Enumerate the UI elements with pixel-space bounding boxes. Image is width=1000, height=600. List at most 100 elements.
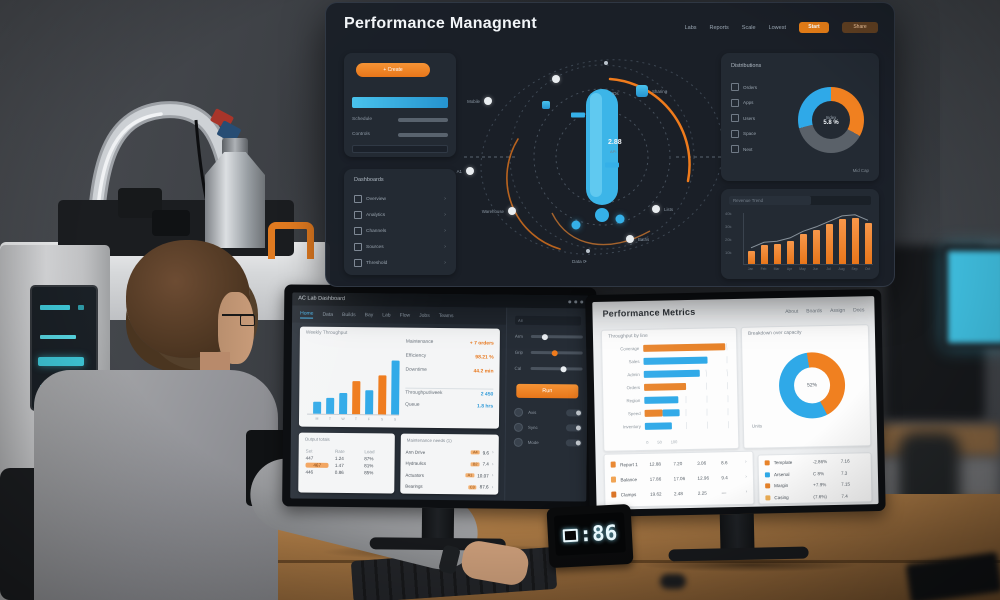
overlay-nav-item-3[interactable]: Lowest xyxy=(768,24,786,31)
share-button[interactable]: Share xyxy=(842,22,878,33)
row-value: 9.4 xyxy=(721,474,728,480)
right-nav-item-1[interactable]: Boards xyxy=(806,308,823,315)
list-row-badge: A1 xyxy=(465,473,475,478)
chevron-right-icon: › xyxy=(444,212,446,218)
filter-input[interactable] xyxy=(352,145,448,153)
left-chart-xlabel: W xyxy=(341,416,345,422)
trend-header-strip[interactable]: Revenue Trend xyxy=(729,196,871,205)
bottom-table-right-row-1: Arsenal C 8% 7.3 xyxy=(764,470,865,477)
left-tab-0[interactable]: Home xyxy=(300,310,314,319)
slider-knob[interactable] xyxy=(560,365,567,372)
start-button[interactable]: Start xyxy=(799,22,829,33)
chevron-right-icon: › xyxy=(744,458,747,465)
table-cell: 1.24 xyxy=(334,455,344,462)
slider-track[interactable] xyxy=(530,365,583,372)
left-tab-3[interactable]: Bay xyxy=(364,311,374,318)
slider-row-2[interactable]: Cal xyxy=(515,365,583,372)
list-row-value: 7.4 xyxy=(482,461,489,467)
row-value: 17.86 xyxy=(649,476,662,482)
network-node-10: Lists xyxy=(652,205,673,213)
slider-knob[interactable] xyxy=(551,349,558,356)
menu-item-2[interactable]: Channels › xyxy=(354,227,446,235)
toggle-indicator xyxy=(514,407,524,417)
toggle-row-1[interactable]: Sync xyxy=(513,422,582,433)
left-tab-4[interactable]: Lab xyxy=(382,311,391,318)
slider-knob[interactable] xyxy=(542,333,549,340)
row-label: Clamps xyxy=(620,491,637,497)
chevron-right-icon: › xyxy=(444,260,446,266)
list-row-label: Hydraulics xyxy=(405,460,427,466)
network-node-0: Mobile xyxy=(467,97,492,105)
run-button[interactable]: Run xyxy=(516,383,579,399)
left-chart-bar-3 xyxy=(352,381,361,415)
row-icon xyxy=(764,460,770,466)
list-row-value: 10.07 xyxy=(477,472,489,479)
table-cell: 446 xyxy=(305,469,314,475)
left-tab-1[interactable]: Data xyxy=(322,311,334,318)
menu-item-3[interactable]: Sources › xyxy=(354,243,446,251)
left-tab-5[interactable]: Flow xyxy=(399,312,411,319)
detail-value: 98.21 % xyxy=(475,354,494,361)
menu-card-title: Dashboards xyxy=(354,177,384,183)
slider-row-1[interactable]: Grip xyxy=(515,349,583,356)
toggle-switch[interactable] xyxy=(565,439,582,447)
row-value-2: 7.4 xyxy=(841,493,848,499)
window-controls[interactable] xyxy=(568,300,584,304)
legend-label: Apps xyxy=(743,100,754,105)
hbar-track xyxy=(643,369,732,378)
left-chart-title: Weekly Throughput xyxy=(305,330,348,337)
legend-swatch xyxy=(731,114,739,122)
hbar-label: Inventory xyxy=(622,423,641,430)
create-button[interactable]: + Create xyxy=(356,63,430,77)
sidebar-search-box[interactable]: A6 xyxy=(515,315,582,326)
slider-track[interactable] xyxy=(530,349,583,356)
toggle-row-0[interactable]: Axis xyxy=(514,407,583,418)
overlay-nav-item-0[interactable]: Labs xyxy=(684,24,697,31)
menu-item-label: Analytics xyxy=(366,212,386,218)
toggle-label: Sync xyxy=(527,424,538,431)
quick-action-bar xyxy=(398,132,448,137)
menu-item-1[interactable]: Analytics › xyxy=(354,211,446,219)
network-node-2 xyxy=(604,61,608,65)
left-tab-6[interactable]: Jobs xyxy=(419,312,430,319)
menu-item-0[interactable]: Overview › xyxy=(354,195,446,203)
slider-track[interactable] xyxy=(530,333,583,340)
detail-row-1: Efficiency 98.21 % xyxy=(406,354,494,361)
menu-item-4[interactable]: Threshold › xyxy=(354,259,446,267)
right-nav-item-3[interactable]: Docs xyxy=(853,307,865,314)
screen-bar-2 xyxy=(40,335,76,339)
network-node-4: Sharing xyxy=(636,85,667,97)
trend-xlabel: Sep xyxy=(851,267,858,271)
left-chart-bar-5 xyxy=(378,375,387,415)
table-cell: 1.47 xyxy=(334,462,344,469)
donut-card: Breakdown over capacity 52% Units xyxy=(740,324,872,449)
overlay-nav-item-2[interactable]: Scale xyxy=(741,24,756,31)
donut-center-value: 52% xyxy=(806,382,818,389)
left-chart-bar-6 xyxy=(391,360,400,415)
toggle-row-2[interactable]: Mode xyxy=(513,437,582,448)
right-nav-item-2[interactable]: Assign xyxy=(830,307,846,315)
table-cell: 87% xyxy=(364,456,374,462)
toggle-switch[interactable] xyxy=(566,409,583,417)
trend-bar-7 xyxy=(839,218,846,264)
hbar-row-3: Orders xyxy=(608,382,733,392)
distribution-center-value: 5.8 % xyxy=(823,119,839,126)
hbar-card-title: Throughput by line xyxy=(607,333,648,340)
detail-sub-label: Queue xyxy=(405,402,420,408)
distribution-card: Distributions Orders Apps Users Space Next I… xyxy=(721,53,879,181)
left-monitor-stand xyxy=(421,507,455,541)
toggle-switch[interactable] xyxy=(565,424,582,432)
node-sq xyxy=(636,85,648,97)
detail-row-0: Maintenance + 7 orders xyxy=(406,340,494,347)
slider-row-0[interactable]: Arm xyxy=(515,333,583,340)
list-row-2: Actuators A1 10.07 › xyxy=(405,472,493,479)
overlay-nav-item-1[interactable]: Reports xyxy=(709,24,729,31)
list-row-label: Actuators xyxy=(405,472,425,478)
table-cell: 0.86 xyxy=(334,469,344,476)
right-nav-item-0[interactable]: About xyxy=(785,308,799,315)
left-tab-7[interactable]: Teams xyxy=(438,312,454,319)
left-tab-2[interactable]: Builds xyxy=(341,311,356,318)
row-label: Arsenal xyxy=(773,471,790,477)
row-value-1: (7.6%) xyxy=(813,493,827,499)
legend-item-3: Space xyxy=(731,129,756,138)
